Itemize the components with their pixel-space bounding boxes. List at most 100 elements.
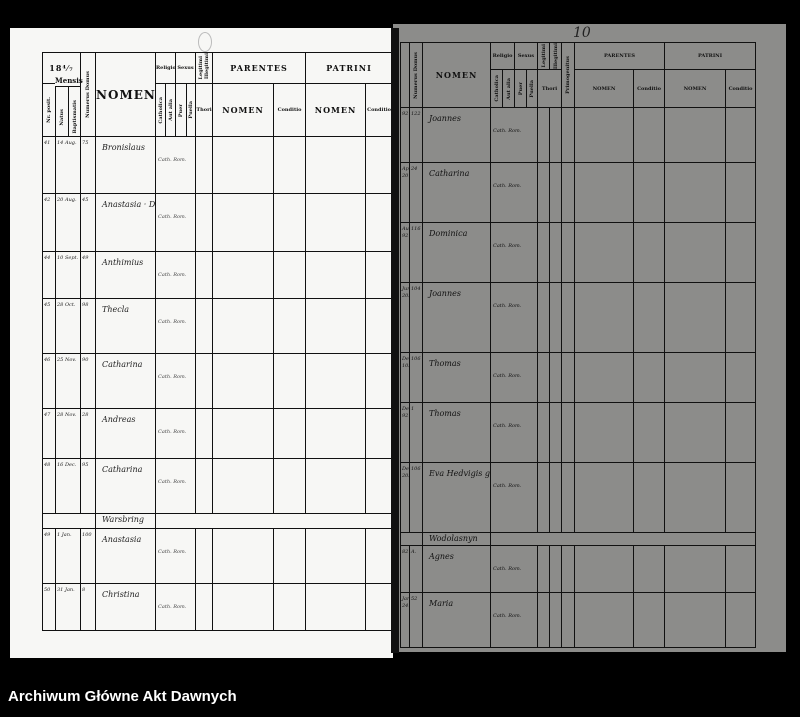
religion: Cath. Rom. [489, 282, 539, 354]
godparents-condition [365, 136, 394, 195]
parents-name [212, 193, 275, 253]
footer-bar: Archiwum Główne Akt Dawnych [0, 678, 800, 717]
legitimacy [195, 583, 214, 632]
religion: Cath. Rom. [489, 592, 539, 649]
right-baptism-register-table: Numerus Domus NOMEN Religio Sexus Legiti… [400, 41, 757, 649]
godparents-name [664, 462, 727, 534]
religion: Cath. Rom. [489, 352, 539, 404]
parents-condition [633, 222, 666, 284]
legitimacy-header: LegitimiIllegitimi [195, 51, 214, 85]
godparents-condition [365, 408, 394, 460]
legitimacy [195, 353, 214, 410]
village-name: Warsbring [95, 513, 157, 530]
illegitimate [549, 282, 563, 354]
primogenitus [561, 402, 576, 464]
parents-name [212, 528, 275, 585]
parentes-conditio-header: Conditio [273, 83, 307, 138]
legitimi-header: Legitimi [537, 41, 551, 71]
birth-date: Januarii 241 [400, 592, 410, 649]
parents-name [574, 545, 635, 594]
register-entry-row: Junii 202104JoannesCath. Rom. [400, 282, 757, 354]
parents-condition [273, 193, 307, 253]
birth-date: Decembris 202 [400, 462, 410, 534]
religion: Cath. Rom. [155, 136, 197, 195]
godparents-condition [365, 528, 394, 585]
band-empty [155, 513, 394, 530]
primogenitus [561, 282, 576, 354]
birth-date: 28 Oct. [54, 298, 82, 355]
birth-date: 14 Aug. [54, 136, 82, 195]
register-entry-row: Decembris 202106Eva Hedvigis geminiCath.… [400, 462, 757, 534]
left-baptism-register-table: 18⁴⁄₇ Numerus Domus NOMEN Religio Sexus … [41, 51, 394, 632]
entry-number: 44 [42, 251, 56, 300]
natus-header: Natus [55, 83, 69, 138]
entry-number: 47 [42, 408, 56, 460]
child-name: Joannes [422, 282, 491, 354]
house-number: 24 [409, 162, 423, 224]
child-name: Catharina [95, 353, 157, 410]
house-number: 90 [80, 353, 97, 410]
parentes-header: PARENTES [574, 41, 666, 71]
godparents-name [664, 107, 727, 164]
catholica-header: Catholica [155, 83, 167, 138]
register-entry-row: 41 14 Aug. 75 Bronislaus Cath. Rom. [42, 136, 394, 195]
parents-condition [273, 298, 307, 355]
entry-number: 49 [42, 528, 56, 585]
parents-condition [633, 162, 666, 224]
birth-date: 10 Sept. [54, 251, 82, 300]
band-empty [489, 532, 757, 547]
birth-date: 28 Nov. [54, 408, 82, 460]
house-number: 52 [409, 592, 423, 649]
religion: Cath. Rom. [155, 528, 197, 585]
godparents-condition [725, 162, 757, 224]
numerus-domus-header: Numerus Domus [80, 51, 97, 138]
godparents-name [664, 282, 727, 354]
birth-date: Aprilis 20 [400, 162, 410, 224]
religion: Cath. Rom. [489, 545, 539, 594]
primogenitus [561, 592, 576, 649]
legitimate [537, 592, 551, 649]
child-name: Anastasia · Dominica gem. [95, 193, 157, 253]
patrini-nomen-header: NOMEN [664, 69, 727, 109]
parents-condition [273, 458, 307, 515]
parents-condition [633, 282, 666, 354]
puella-header: Puella [186, 83, 197, 138]
godparents-name [664, 402, 727, 464]
primogenitus [561, 222, 576, 284]
entry-number: 48 [42, 458, 56, 515]
godparents-condition [725, 462, 757, 534]
child-name: Thomas [422, 352, 491, 404]
house-number: 122 [409, 107, 423, 164]
godparents-name [305, 583, 367, 632]
child-name: Eva Hedvigis gemini [422, 462, 491, 534]
register-entry-row: 45 28 Oct. 98 Thecla Cath. Rom. [42, 298, 394, 355]
numerus-domus-header: Numerus Domus [409, 41, 423, 109]
house-number: 106 [409, 352, 423, 404]
religio-header: Religio [155, 51, 177, 85]
godparents-name [305, 193, 367, 253]
birth-date: 1 Jan. [54, 528, 82, 585]
child-name: Agnes [422, 545, 491, 594]
godparents-condition [365, 353, 394, 410]
parents-condition [633, 545, 666, 594]
parentes-nomen-header: NOMEN [212, 83, 275, 138]
child-name: Thomas [422, 402, 491, 464]
godparents-name [305, 528, 367, 585]
parents-name [212, 298, 275, 355]
puer-header: Puer [514, 69, 527, 109]
patrini-header: PATRINI [664, 41, 757, 71]
legitimate [537, 282, 551, 354]
puer-header: Puer [175, 83, 188, 138]
thori-header: Thori [537, 69, 563, 109]
godparents-condition [365, 458, 394, 515]
parents-condition [273, 408, 307, 460]
religion: Cath. Rom. [155, 353, 197, 410]
child-name: Christina [95, 583, 157, 632]
primogenitus-header: Primogenitus [561, 41, 576, 109]
godparents-name [664, 222, 727, 284]
parents-condition [633, 352, 666, 404]
parents-name [574, 222, 635, 284]
parents-name [574, 282, 635, 354]
parents-condition [273, 251, 307, 300]
